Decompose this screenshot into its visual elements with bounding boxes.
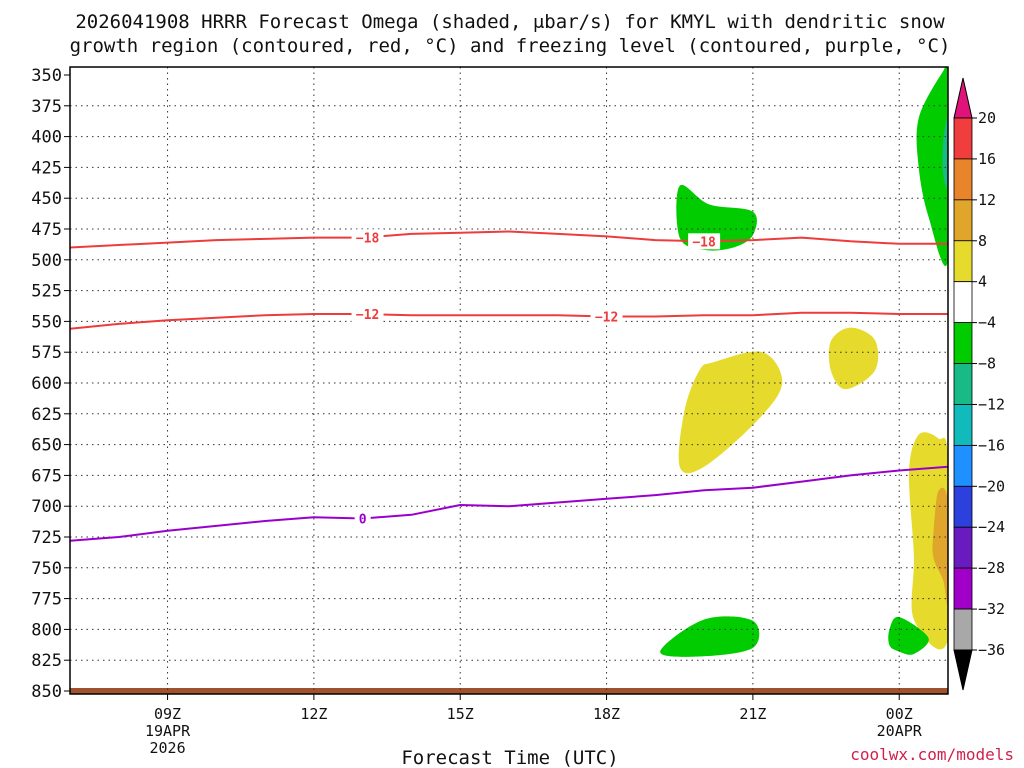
colorbar-label-3: 12 — [978, 191, 996, 209]
x-tick-label-00Z: 00Z — [886, 705, 913, 723]
colorbar-segment-5 — [953, 281, 973, 324]
x-tick-date-09Z: 19APR — [145, 722, 191, 740]
colorbar-label-13: −32 — [978, 600, 1005, 618]
credit-link[interactable]: coolwx.com/models — [850, 745, 1014, 764]
contour-label-3-1: 0 — [359, 513, 367, 528]
chart-title-line-2: growth region (contoured, red, °C) and f… — [70, 35, 951, 57]
colorbar-segment-10 — [953, 485, 973, 528]
y-tick-label-575: 575 — [31, 343, 62, 363]
omega-region-2 — [916, 67, 948, 267]
ground-strip — [70, 688, 948, 694]
colorbar-segment-2 — [953, 158, 973, 201]
omega-region-3 — [942, 116, 948, 189]
colorbar-segment-4 — [953, 240, 973, 283]
y-tick-label-850: 850 — [31, 682, 62, 702]
y-tick-label-825: 825 — [31, 651, 62, 671]
colorbar-segment-6 — [953, 322, 973, 364]
colorbar-segment-12 — [953, 567, 973, 610]
y-tick-label-750: 750 — [31, 559, 62, 579]
colorbar-legend: 20 16 12 8 4 −4 −8 −12 −16 −20 −24 −28 −32 −36 — [953, 77, 1005, 691]
omega-region-7 — [932, 487, 948, 606]
colorbar-segment-7 — [953, 363, 973, 405]
contour-line-1 — [70, 230, 948, 249]
colorbar-label-9: −16 — [978, 436, 1005, 454]
contour-label-bg-1-2 — [688, 233, 721, 250]
colorbar-label-12: −28 — [978, 559, 1005, 577]
contour-label-1-1: −18 — [356, 231, 380, 246]
ground-layer — [70, 688, 948, 694]
y-tick-label-525: 525 — [31, 282, 62, 302]
omega-shading-layer — [660, 67, 948, 657]
y-tick-label-625: 625 — [31, 405, 62, 425]
y-tick-label-800: 800 — [31, 620, 62, 640]
colorbar-label-5: 4 — [978, 273, 987, 291]
y-tick-label-475: 475 — [31, 220, 62, 240]
omega-region-6 — [908, 432, 948, 650]
omega-region-5 — [828, 327, 879, 390]
y-tick-label-400: 400 — [31, 128, 62, 148]
colorbar-bottom-arrow — [953, 649, 973, 691]
colorbar-label-6: −4 — [978, 314, 996, 332]
y-tick-label-600: 600 — [31, 374, 62, 394]
contour-line-3 — [70, 465, 948, 542]
contour-label-bg-2-1 — [351, 306, 384, 323]
colorbar-label-2: 16 — [978, 150, 996, 168]
colorbar-label-7: −8 — [978, 355, 996, 373]
chart-title-line-1: 2026041908 HRRR Forecast Omega (shaded, … — [75, 11, 945, 33]
omega-region-8 — [660, 616, 760, 657]
x-tick-label-15Z: 15Z — [447, 705, 474, 723]
contour-label-bg-1-1 — [351, 229, 384, 246]
colorbar-top-arrow — [953, 77, 973, 119]
y-axis: 350 375 400 425 450 475 500 525 550 575 600 625 650 6… — [31, 66, 70, 702]
colorbar-label-4: 8 — [978, 232, 987, 250]
x-tick-year-09Z: 2026 — [149, 739, 185, 757]
colorbar-segment-1 — [953, 117, 973, 160]
contour-label-bg-3-1 — [354, 510, 371, 527]
y-tick-label-650: 650 — [31, 436, 62, 456]
contour-label-2-1: −12 — [356, 308, 379, 323]
contour-label-2-2: −12 — [595, 310, 618, 325]
omega-region-9 — [888, 616, 929, 655]
y-tick-label-500: 500 — [31, 251, 62, 271]
grid-lines — [70, 67, 948, 694]
colorbar-label-10: −20 — [978, 477, 1005, 495]
x-tick-label-21Z: 21Z — [739, 705, 766, 723]
y-tick-label-725: 725 — [31, 528, 62, 548]
contour-label-1-2: −18 — [692, 235, 716, 250]
y-tick-label-450: 450 — [31, 189, 62, 209]
y-tick-label-375: 375 — [31, 97, 62, 117]
colorbar-segment-13 — [953, 608, 973, 651]
y-tick-label-775: 775 — [31, 590, 62, 610]
colorbar-label-14: −36 — [978, 641, 1005, 659]
x-tick-date-00Z: 20APR — [877, 722, 923, 740]
omega-region-4 — [678, 351, 783, 474]
x-tick-label-18Z: 18Z — [593, 705, 620, 723]
x-axis-title: Forecast Time (UTC) — [401, 747, 618, 768]
y-tick-label-700: 700 — [31, 497, 62, 517]
plot-frame — [69, 66, 949, 695]
contour-line-2 — [70, 311, 948, 330]
y-tick-label-425: 425 — [31, 158, 62, 178]
contour-layer: −18 −18 −12 −12 0 — [70, 229, 948, 542]
y-tick-label-675: 675 — [31, 466, 62, 486]
colorbar-label-1: 20 — [978, 109, 996, 127]
x-tick-label-09Z: 09Z — [154, 705, 181, 723]
y-tick-label-550: 550 — [31, 312, 62, 332]
colorbar-segment-9 — [953, 444, 973, 487]
y-tick-label-350: 350 — [31, 66, 62, 86]
colorbar-label-8: −12 — [978, 395, 1005, 413]
colorbar-segment-11 — [953, 526, 973, 569]
colorbar-segment-3 — [953, 199, 973, 242]
contour-label-bg-2-2 — [590, 308, 623, 325]
colorbar-segment-8 — [953, 404, 973, 446]
x-tick-label-12Z: 12Z — [300, 705, 327, 723]
colorbar-label-11: −24 — [978, 518, 1005, 536]
